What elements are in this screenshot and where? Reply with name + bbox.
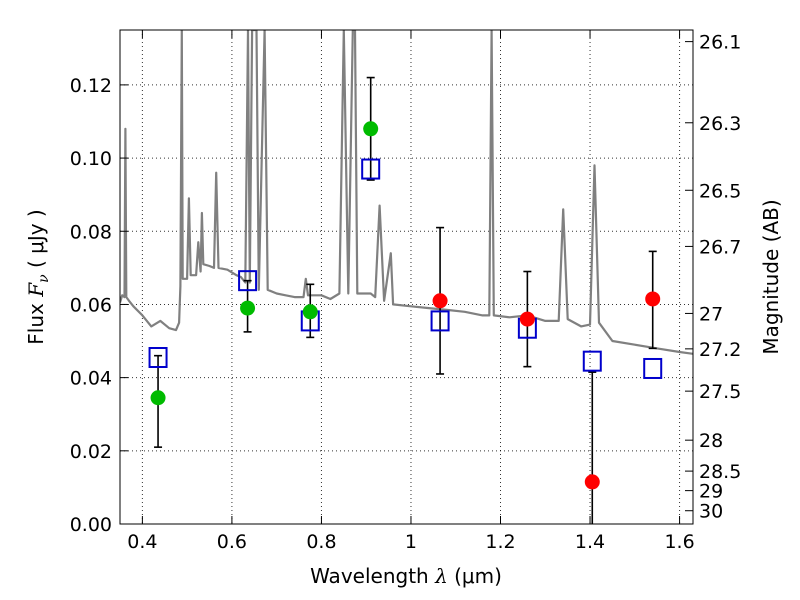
nir-point [584, 474, 600, 490]
x-tick-label: 1 [405, 531, 417, 553]
model-square [643, 357, 663, 379]
y-tick-label: 0.06 [70, 294, 112, 316]
plot-frame [119, 29, 694, 525]
magnitude-tick-label: 28 [699, 430, 723, 452]
x-tick-label: 0.4 [127, 531, 157, 553]
magnitude-tick-label: 26.3 [699, 113, 741, 135]
magnitude-tick-label: 29 [699, 481, 723, 503]
y-axis: 0.00 0.02 0.04 0.06 0.08 0.10 0.12 [70, 75, 128, 536]
optical-point [150, 390, 166, 406]
x-tick-label: 0.8 [306, 531, 336, 553]
x-axis: 0.4 0.6 0.8 1 1.2 1.4 1.6 [127, 30, 695, 553]
optical-point [240, 300, 256, 316]
x-tick-label: 0.6 [217, 531, 247, 553]
spectrum-layer [120, 30, 693, 355]
spectrum-line [120, 30, 693, 355]
point-layer [150, 121, 661, 490]
x-tick-label: 1.6 [664, 531, 694, 553]
y-axis-title: Flux Fν ( μJy ) [24, 209, 52, 344]
magnitude-tick-label: 27.5 [699, 381, 741, 403]
nir-point [432, 293, 448, 309]
model-layer [148, 158, 663, 379]
x-tick-label: 1.2 [485, 531, 515, 553]
nir-point [519, 311, 535, 327]
model-square [238, 270, 258, 292]
y-tick-label: 0.12 [70, 75, 112, 97]
x-axis-title: Wavelength λ (μm) [310, 564, 502, 588]
nir-point [645, 291, 661, 307]
magnitude-axis-title: Magnitude (AB) [759, 199, 783, 354]
y-tick-label: 0.00 [70, 514, 112, 536]
magnitude-tick-label: 26.7 [699, 236, 741, 258]
y-tick-label: 0.02 [70, 441, 112, 463]
magnitude-tick-label: 30 [699, 501, 723, 523]
optical-point [363, 121, 379, 137]
model-square [582, 350, 602, 372]
magnitude-tick-label: 27 [699, 303, 723, 325]
magnitude-tick-label: 26.1 [699, 32, 741, 54]
magnitude-tick-label: 26.5 [699, 180, 741, 202]
model-square [148, 347, 168, 369]
y-tick-label: 0.10 [70, 148, 112, 170]
y-tick-label: 0.08 [70, 221, 112, 243]
y-tick-label: 0.04 [70, 368, 112, 390]
magnitude-tick-label: 27.2 [699, 339, 741, 361]
model-square [430, 310, 450, 332]
plot-background [120, 30, 693, 524]
x-tick-label: 1.4 [575, 531, 605, 553]
magnitude-tick-label: 28.5 [699, 461, 741, 483]
optical-point [302, 304, 318, 320]
model-square [361, 158, 381, 180]
